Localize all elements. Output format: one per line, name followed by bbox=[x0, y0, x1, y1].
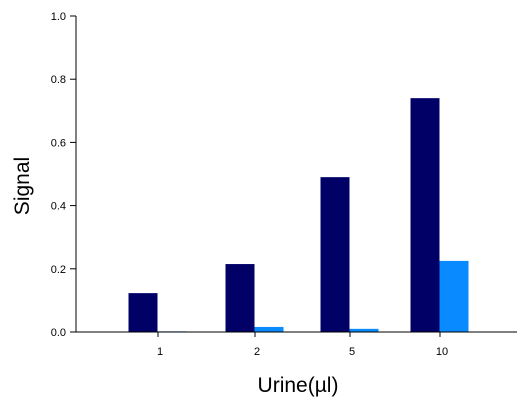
bar-series-1-cat-5 bbox=[320, 177, 350, 332]
bar-series-2-cat-5 bbox=[349, 328, 379, 332]
y-tick-label: 0.6 bbox=[51, 137, 66, 149]
x-tick-label: 2 bbox=[254, 346, 260, 358]
y-axis-title: Signal bbox=[11, 157, 34, 215]
y-tick-label: 0.0 bbox=[51, 327, 66, 339]
bar-series-1-cat-1 bbox=[128, 293, 158, 332]
x-tick-label: 5 bbox=[349, 346, 355, 358]
y-tick-label: 0.4 bbox=[51, 201, 66, 213]
x-tick-label: 10 bbox=[436, 346, 448, 358]
y-axis-ticks: 0.0 0.2 0.4 0.6 0.8 1.0 bbox=[51, 11, 76, 339]
x-axis-title: Urine(µl) bbox=[258, 374, 339, 397]
x-axis-ticks: 1 2 5 10 bbox=[157, 332, 448, 358]
bar-series-2-cat-10 bbox=[439, 260, 469, 332]
y-tick-label: 1.0 bbox=[51, 11, 66, 23]
x-tick-label: 1 bbox=[157, 346, 163, 358]
bar-series-1-cat-10 bbox=[410, 98, 440, 332]
bar-series-2-cat-2 bbox=[254, 326, 284, 332]
bars-layer bbox=[128, 98, 469, 332]
bar-series-1-cat-2 bbox=[225, 264, 255, 332]
y-tick-label: 0.8 bbox=[51, 74, 66, 86]
y-tick-label: 0.2 bbox=[51, 264, 66, 276]
